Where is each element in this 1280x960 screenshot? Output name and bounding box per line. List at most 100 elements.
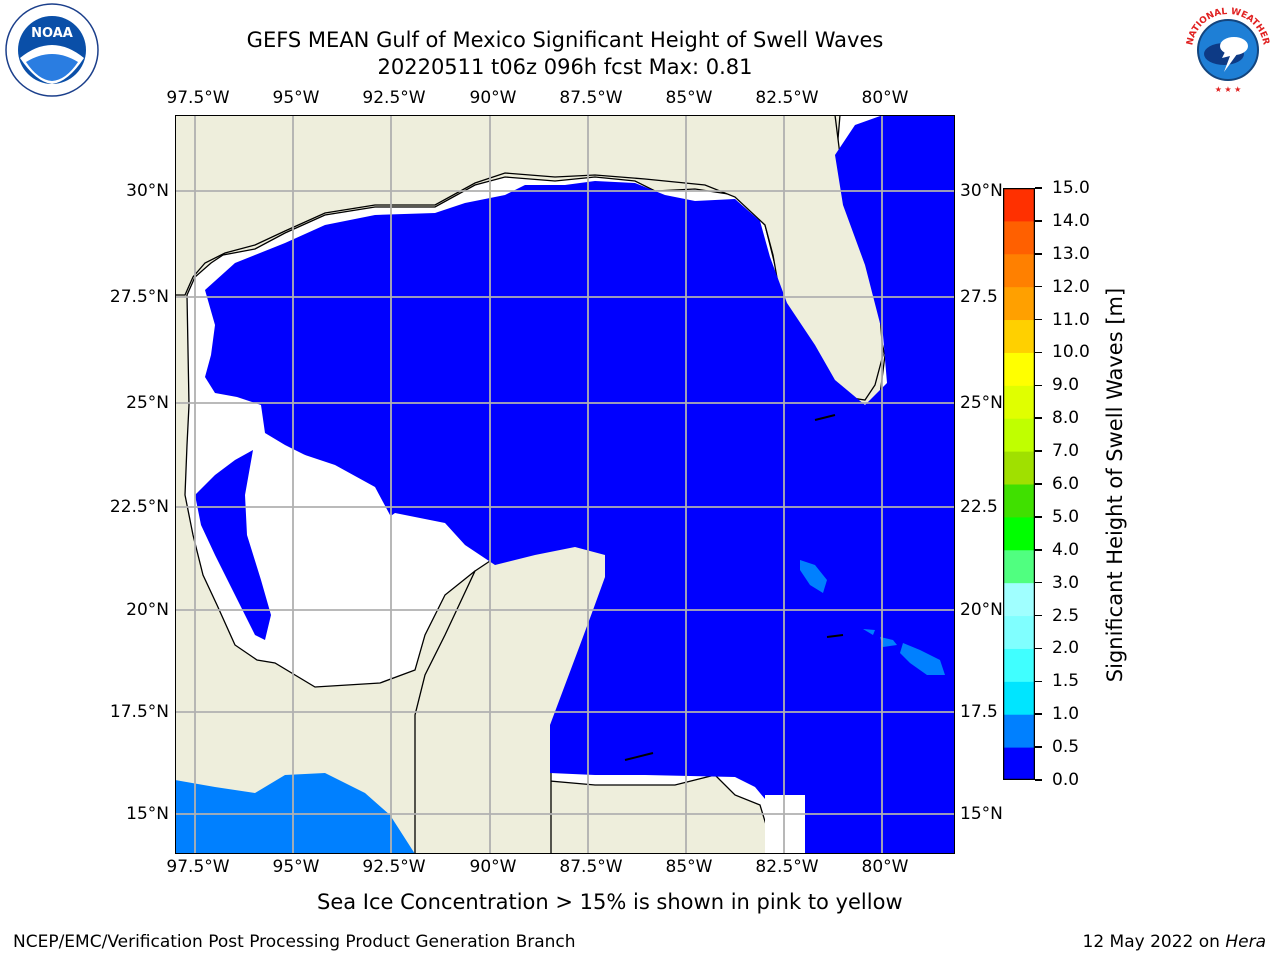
- chart-subtitle: 20220511 t06z 096h fcst Max: 0.81: [377, 55, 753, 79]
- colorbar-tick-mark: [1035, 253, 1042, 255]
- swell-patch-3: [880, 637, 897, 647]
- colorbar-tick-mark: [1035, 581, 1042, 584]
- colorbar-segment: [1003, 516, 1035, 551]
- chart-title: GEFS MEAN Gulf of Mexico Significant Hei…: [246, 28, 884, 52]
- colorbar-tick-mark: [1035, 285, 1042, 288]
- lat-tick-label-right: 25°N: [960, 393, 1003, 413]
- swell-patch-2: [900, 643, 945, 675]
- lat-tick-label-left: 17.5°N: [109, 702, 169, 722]
- lon-tick-label-top: 90°W: [469, 88, 517, 108]
- colorbar: [1003, 188, 1035, 780]
- colorbar-tick-label: 8.0: [1052, 408, 1080, 429]
- colorbar-label: Significant Height of Swell Waves [m]: [1103, 287, 1127, 683]
- lat-tick-label-right: 20°N: [960, 600, 1003, 620]
- lon-tick-label-top: 82.5°W: [755, 88, 819, 108]
- lon-tick-label-bot: 82.5°W: [755, 857, 819, 877]
- colorbar-tick-label: 5.0: [1052, 506, 1080, 527]
- colorbar-tick-label: 3.0: [1052, 572, 1080, 593]
- sea-ice-note: Sea Ice Concentration > 15% is shown in …: [317, 890, 903, 914]
- swell-field-low: [205, 115, 955, 854]
- colorbar-tick-label: 4.0: [1052, 539, 1080, 560]
- keys-islands: [814, 414, 836, 421]
- cayman-islands: [826, 634, 844, 638]
- colorbar-segment: [1003, 615, 1035, 649]
- colorbar-tick-mark: [1035, 384, 1042, 387]
- colorbar-tick-mark: [1035, 779, 1042, 781]
- colorbar-tick-mark: [1035, 220, 1042, 222]
- florida-land: [175, 115, 884, 401]
- colorbar-tick-label: 1.5: [1052, 671, 1080, 692]
- nodata-edge: [765, 795, 805, 854]
- lat-tick-label-left: 27.5°N: [109, 287, 169, 307]
- colorbar-tick-mark: [1035, 516, 1042, 518]
- lat-tick-label-right: 30°N: [960, 181, 1003, 201]
- lat-tick-label-right: 17.5: [960, 702, 998, 722]
- colorbar-tick-mark: [1035, 614, 1042, 617]
- lat-tick-label-left: 30°N: [126, 181, 169, 201]
- nodata-patch-sw: [245, 445, 465, 660]
- lon-tick-label-bot: 90°W: [469, 857, 517, 877]
- lat-tick-label-right: 27.5: [960, 287, 998, 307]
- colorbar-segment: [1003, 286, 1035, 321]
- colorbar-tick-label: 15.0: [1052, 178, 1090, 198]
- lat-tick-label-left: 20°N: [126, 600, 169, 620]
- lon-tick-label-bot: 92.5°W: [362, 857, 426, 877]
- colorbar-segment: [1003, 220, 1035, 255]
- colorbar-tick-label: 1.0: [1052, 704, 1080, 725]
- noaa-logo-text: NOAA: [31, 26, 73, 41]
- colorbar-tick-mark: [1035, 318, 1042, 321]
- colorbar-segment: [1003, 451, 1035, 485]
- colorbar-tick-label: 11.0: [1052, 309, 1090, 330]
- colorbar-segment: [1003, 549, 1035, 584]
- colorbar-segment: [1003, 385, 1035, 419]
- colorbar-segment: [1003, 484, 1035, 518]
- colorbar-tick-label: 14.0: [1052, 210, 1090, 231]
- lat-tick-label-right: 22.5: [960, 497, 998, 517]
- map-gridlines: [175, 115, 955, 854]
- lon-tick-label-top: 95°W: [272, 88, 320, 108]
- colorbar-tick-label: 0.0: [1052, 770, 1080, 790]
- colorbar-tick-label: 2.0: [1052, 638, 1080, 659]
- lon-tick-label-bot: 85°W: [665, 857, 713, 877]
- map-panel: [175, 115, 955, 854]
- swell-patch-1: [800, 560, 827, 593]
- colorbar-tick-mark: [1035, 680, 1042, 683]
- footer-host: Hera: [1225, 932, 1266, 952]
- colorbar-segment: [1003, 319, 1035, 353]
- lon-tick-label-top: 97.5°W: [166, 88, 230, 108]
- lat-tick-label-left: 25°N: [126, 393, 169, 413]
- colorbar-tick-mark: [1035, 549, 1042, 551]
- colorbar-tick-mark: [1035, 450, 1042, 452]
- lon-tick-label-top: 92.5°W: [362, 88, 426, 108]
- colorbar-tick-mark: [1035, 647, 1042, 650]
- swell-coastal-strip: [195, 450, 271, 640]
- swell-patch-4: [863, 629, 875, 635]
- lat-tick-label-left: 15°N: [126, 804, 169, 824]
- footer-org: NCEP/EMC/Verification Post Processing Pr…: [13, 932, 576, 952]
- lon-tick-label-top: 87.5°W: [559, 88, 623, 108]
- swan-islands: [624, 752, 654, 761]
- svg-text:★ ★ ★: ★ ★ ★: [1215, 85, 1242, 94]
- colorbar-segment: [1003, 714, 1035, 748]
- lat-tick-label-left: 22.5°N: [109, 497, 169, 517]
- lon-tick-label-top: 85°W: [665, 88, 713, 108]
- colorbar-tick-label: 13.0: [1052, 243, 1090, 264]
- colorbar-tick-mark: [1035, 351, 1042, 354]
- colorbar-tick-label: 7.0: [1052, 441, 1080, 462]
- colorbar-tick-mark: [1035, 746, 1042, 748]
- colorbar-tick-label: 10.0: [1052, 342, 1090, 363]
- lat-tick-label-right: 15°N: [960, 804, 1003, 824]
- colorbar-segment: [1003, 648, 1035, 682]
- colorbar-segment: [1003, 418, 1035, 452]
- colorbar-tick-label: 6.0: [1052, 474, 1080, 494]
- colorbar-tick-mark: [1035, 483, 1042, 485]
- colorbar-tick-label: 2.5: [1052, 605, 1080, 626]
- colorbar-segment: [1003, 188, 1035, 222]
- colorbar-segment: [1003, 352, 1035, 386]
- colorbar-tick-label: 12.0: [1052, 276, 1090, 297]
- colorbar-segment: [1003, 253, 1035, 288]
- lon-tick-label-bot: 87.5°W: [559, 857, 623, 877]
- colorbar-segment: [1003, 582, 1035, 617]
- nws-logo: NATIONAL WEATHER SERVICE ★ ★ ★: [1177, 0, 1276, 102]
- colorbar-tick-label: 9.0: [1052, 375, 1080, 396]
